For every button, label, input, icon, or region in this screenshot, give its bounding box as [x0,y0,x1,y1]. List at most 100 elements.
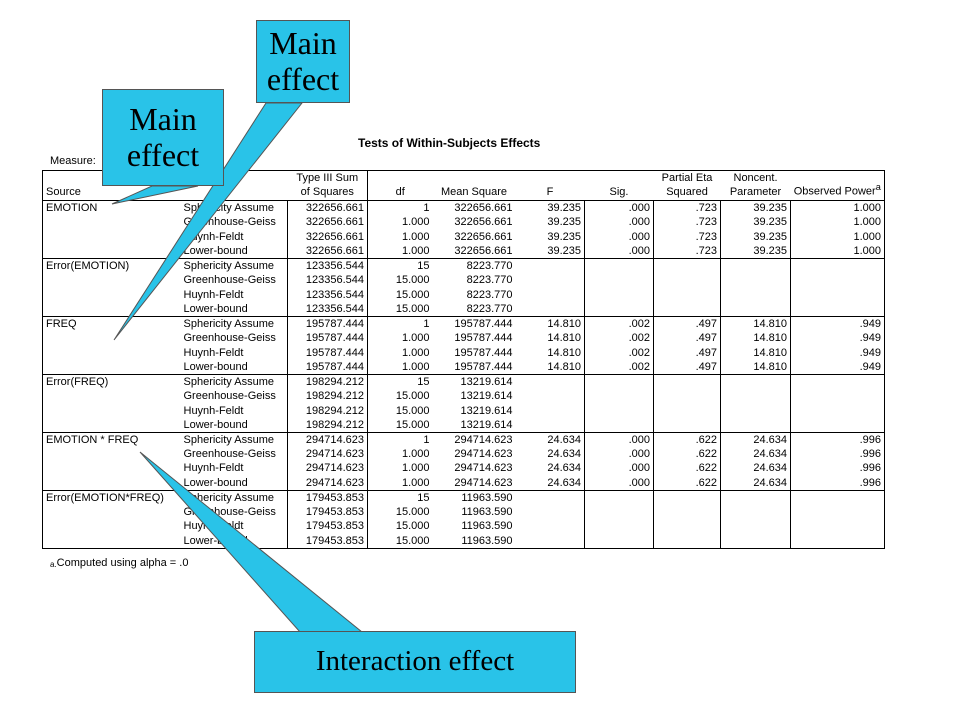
table-row: Lower-bound 294714.623 1.000 294714.623 24.6… [43,475,885,491]
cell-f [515,519,586,534]
method-label: Sphericity Assume [180,431,289,448]
cell-df: 1.000 [401,360,430,373]
method-label: Sphericity Assume [180,315,289,332]
method-label: Sphericity Assume [180,489,289,506]
cell-type3-ss: 294714.623 [287,461,369,476]
cell-type3-ss: 294714.623 [287,475,369,491]
source-label: Error(FREQ) [42,373,181,433]
cell-partial-eta [653,389,722,404]
cell-noncent: 24.634 [720,461,792,476]
cell-type3-ss: 179453.853 [287,489,369,506]
main-effect-callout-top: Main effect [256,20,350,103]
cell-mean-square: 13219.614 [460,418,513,431]
cell-noncent [720,273,792,288]
table-row: Huynh-Feldt 123356.544 15.000 8223.770 [43,287,885,302]
cell-df: 15.000 [395,534,430,547]
cell-f [515,373,586,390]
callout-pointer-interaction [139,451,364,633]
cell-partial-eta: .497 [653,331,722,346]
cell-noncent [720,533,792,549]
method-label: Greenhouse-Geiss [180,389,289,404]
cell-partial-eta: .622 [653,461,722,476]
cell-sig [584,533,655,549]
cell-type3-ss: 195787.444 [287,345,369,360]
cell-mean-square: 13219.614 [460,404,513,417]
cell-sig [584,273,655,288]
cell-observed-power [790,373,885,390]
cell-mean-square: 13219.614 [460,390,513,403]
cell-sig [584,287,655,302]
cell-noncent: 39.235 [720,229,792,244]
cell-f: 39.235 [515,200,586,216]
cell-observed-power [790,489,885,506]
cell-noncent: 39.235 [720,243,792,259]
cell-mean-square: 11963.590 [432,489,516,506]
cell-df: 15 [367,373,433,390]
table-row: Greenhouse-Geiss 198294.212 15.000 13219.61… [43,389,885,404]
cell-f [515,257,586,274]
cell-mean-square: 294714.623 [432,431,516,448]
footnote-marker: a. [50,560,57,569]
cell-sig [584,257,655,274]
cell-noncent [720,417,792,433]
cell-sig: .000 [584,243,655,259]
cell-observed-power: 1.000 [853,216,882,229]
cell-type3-ss: 322656.661 [287,215,369,230]
table-row: Huynh-Feldt 198294.212 15.000 13219.614 [43,403,885,418]
cell-mean-square: 322656.661 [454,216,513,229]
cell-f [515,287,586,302]
method-label: Huynh-Feldt [180,461,289,476]
cell-partial-eta [653,533,722,549]
cell-noncent [720,389,792,404]
cell-type3-ss: 179453.853 [287,519,369,534]
header-mean-square: Mean Square [432,170,516,201]
cell-type3-ss: 322656.661 [287,243,369,259]
cell-partial-eta: .497 [653,315,722,332]
cell-type3-ss: 123356.544 [287,301,369,317]
cell-df: 15 [367,489,433,506]
method-label: Huynh-Feldt [180,403,289,418]
header-sig: Sig. [584,170,654,201]
cell-df: 1.000 [401,346,430,359]
cell-noncent [720,489,792,506]
header-observed-power: Observed Powera [790,170,885,201]
table-row: Error(EMOTION) Sphericity Assume 123356.54… [42,257,885,317]
cell-noncent [720,403,792,418]
cell-mean-square: 294714.623 [454,476,513,489]
table-row: Lower-bound 195787.444 1.000 195787.444 14.8… [43,359,885,375]
cell-mean-square: 195787.444 [454,360,513,373]
method-label: Lower-bound [180,417,289,433]
cell-sig: .002 [584,331,655,346]
cell-observed-power: .996 [859,476,882,489]
cell-partial-eta [653,287,722,302]
cell-f [515,389,586,404]
cell-f [515,505,586,520]
cell-f [515,533,586,549]
method-label: Lower-bound [180,359,289,375]
power-footnote-marker: a [875,182,881,193]
cell-sig [584,403,655,418]
cell-mean-square: 195787.444 [432,315,516,332]
table-row: Huynh-Feldt 322656.661 1.000 322656.661 39.2… [43,229,885,244]
cell-observed-power [790,257,885,274]
cell-noncent: 14.810 [720,331,792,346]
cell-partial-eta [653,373,722,390]
cell-df: 15.000 [395,274,430,287]
cell-noncent: 39.235 [720,200,792,216]
cell-f: 14.810 [515,359,586,375]
cell-df: 15.000 [395,288,430,301]
cell-partial-eta [653,257,722,274]
cell-type3-ss: 322656.661 [287,229,369,244]
callout-pointer-top [113,102,304,341]
cell-type3-ss: 123356.544 [287,257,369,274]
cell-noncent [720,505,792,520]
cell-df: 15.000 [395,390,430,403]
cell-type3-ss: 198294.212 [287,373,369,390]
source-label: EMOTION [42,200,181,259]
cell-noncent: 14.810 [720,345,792,360]
cell-sig [584,389,655,404]
cell-type3-ss: 179453.853 [287,505,369,520]
table-row: Lower-bound 322656.661 1.000 322656.661 39.2… [43,243,885,259]
cell-observed-power: 1.000 [790,200,885,216]
